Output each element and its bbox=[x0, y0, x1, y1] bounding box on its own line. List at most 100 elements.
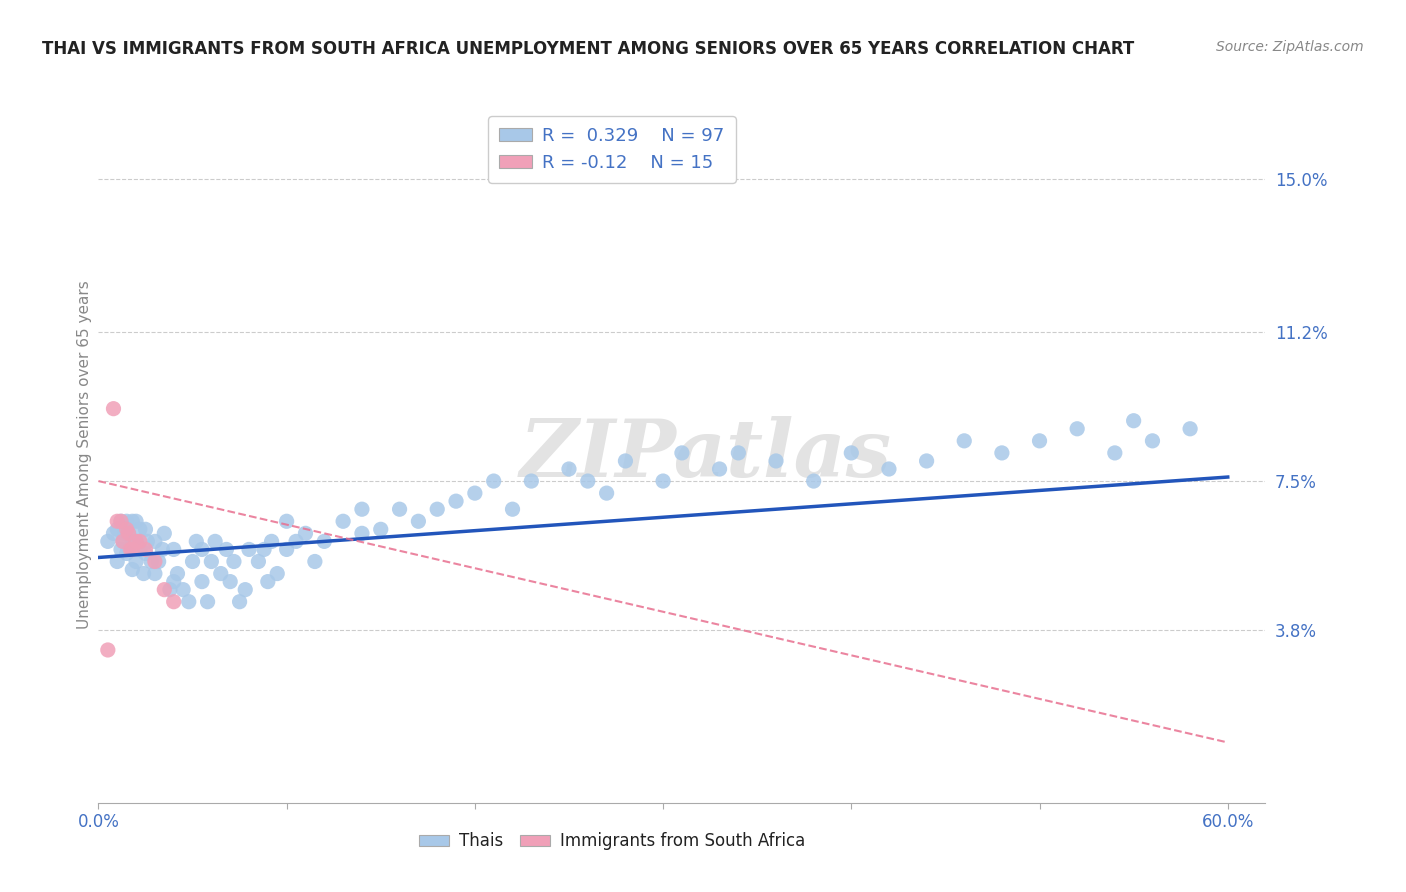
Point bbox=[1142, 434, 1164, 448]
Point bbox=[803, 474, 825, 488]
Point bbox=[209, 566, 232, 581]
Point bbox=[709, 462, 731, 476]
Point bbox=[134, 542, 156, 557]
Point bbox=[370, 522, 392, 536]
Point bbox=[148, 554, 170, 568]
Y-axis label: Unemployment Among Seniors over 65 years: Unemployment Among Seniors over 65 years bbox=[77, 281, 91, 629]
Point bbox=[114, 526, 136, 541]
Point bbox=[276, 514, 298, 528]
Point bbox=[671, 446, 693, 460]
Point bbox=[502, 502, 524, 516]
Point bbox=[121, 534, 143, 549]
Point bbox=[953, 434, 976, 448]
Point bbox=[181, 554, 204, 568]
Point bbox=[426, 502, 449, 516]
Point bbox=[652, 474, 675, 488]
Point bbox=[222, 554, 245, 568]
Point bbox=[614, 454, 637, 468]
Point bbox=[117, 526, 139, 541]
Point bbox=[1104, 446, 1126, 460]
Point bbox=[727, 446, 749, 460]
Point bbox=[152, 542, 174, 557]
Point bbox=[276, 542, 298, 557]
Point bbox=[134, 546, 156, 560]
Point bbox=[172, 582, 194, 597]
Point bbox=[143, 534, 166, 549]
Point bbox=[332, 514, 354, 528]
Point bbox=[143, 566, 166, 581]
Point bbox=[408, 514, 430, 528]
Text: ZIPatlas: ZIPatlas bbox=[519, 417, 891, 493]
Point bbox=[125, 534, 148, 549]
Point bbox=[134, 522, 156, 536]
Point bbox=[238, 542, 260, 557]
Point bbox=[256, 574, 278, 589]
Point bbox=[1028, 434, 1050, 448]
Point bbox=[120, 542, 142, 557]
Point bbox=[595, 486, 617, 500]
Point bbox=[110, 514, 132, 528]
Point bbox=[117, 526, 139, 541]
Point bbox=[219, 574, 242, 589]
Point bbox=[215, 542, 238, 557]
Point bbox=[520, 474, 543, 488]
Point bbox=[233, 582, 256, 597]
Point bbox=[136, 534, 159, 549]
Point bbox=[97, 643, 120, 657]
Point bbox=[877, 462, 900, 476]
Point bbox=[110, 542, 132, 557]
Point bbox=[915, 454, 938, 468]
Point bbox=[266, 566, 288, 581]
Point bbox=[125, 554, 148, 568]
Legend: Thais, Immigrants from South Africa: Thais, Immigrants from South Africa bbox=[412, 826, 811, 857]
Point bbox=[132, 566, 155, 581]
Point bbox=[350, 502, 373, 516]
Point bbox=[105, 554, 128, 568]
Point bbox=[115, 522, 138, 536]
Point bbox=[1178, 422, 1201, 436]
Point bbox=[197, 595, 219, 609]
Point bbox=[177, 595, 200, 609]
Point bbox=[991, 446, 1014, 460]
Point bbox=[314, 534, 336, 549]
Point bbox=[1122, 414, 1144, 428]
Point bbox=[128, 542, 150, 557]
Point bbox=[121, 542, 143, 557]
Point bbox=[482, 474, 505, 488]
Point bbox=[304, 554, 326, 568]
Point bbox=[115, 546, 138, 560]
Point bbox=[115, 514, 138, 528]
Point bbox=[128, 534, 150, 549]
Point bbox=[765, 454, 787, 468]
Point bbox=[153, 526, 176, 541]
Point bbox=[576, 474, 599, 488]
Point bbox=[159, 582, 181, 597]
Point bbox=[839, 446, 862, 460]
Point bbox=[103, 526, 125, 541]
Point bbox=[153, 582, 176, 597]
Point bbox=[191, 574, 214, 589]
Point bbox=[163, 595, 186, 609]
Point bbox=[253, 542, 276, 557]
Point bbox=[97, 534, 120, 549]
Point bbox=[163, 574, 186, 589]
Point bbox=[204, 534, 226, 549]
Point bbox=[105, 522, 128, 536]
Point bbox=[294, 526, 316, 541]
Point bbox=[228, 595, 250, 609]
Text: THAI VS IMMIGRANTS FROM SOUTH AFRICA UNEMPLOYMENT AMONG SENIORS OVER 65 YEARS CO: THAI VS IMMIGRANTS FROM SOUTH AFRICA UNE… bbox=[42, 40, 1135, 58]
Point bbox=[121, 562, 143, 576]
Text: Source: ZipAtlas.com: Source: ZipAtlas.com bbox=[1216, 40, 1364, 54]
Point bbox=[464, 486, 486, 500]
Point bbox=[1066, 422, 1088, 436]
Point bbox=[200, 554, 222, 568]
Point bbox=[111, 534, 134, 549]
Point bbox=[139, 554, 162, 568]
Point bbox=[110, 514, 132, 528]
Point bbox=[166, 566, 188, 581]
Point bbox=[128, 522, 150, 536]
Point bbox=[285, 534, 308, 549]
Point bbox=[247, 554, 270, 568]
Point bbox=[121, 514, 143, 528]
Point bbox=[558, 462, 581, 476]
